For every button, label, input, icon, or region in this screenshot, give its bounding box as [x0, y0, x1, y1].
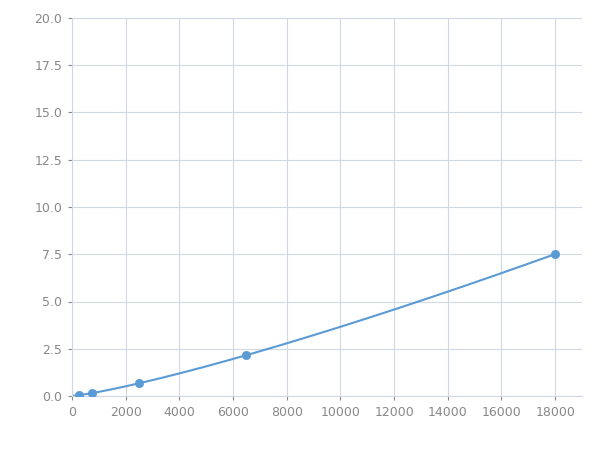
Point	[74, 392, 83, 399]
Point	[550, 251, 560, 258]
Point	[242, 351, 251, 359]
Point	[134, 380, 144, 387]
Point	[88, 390, 97, 397]
